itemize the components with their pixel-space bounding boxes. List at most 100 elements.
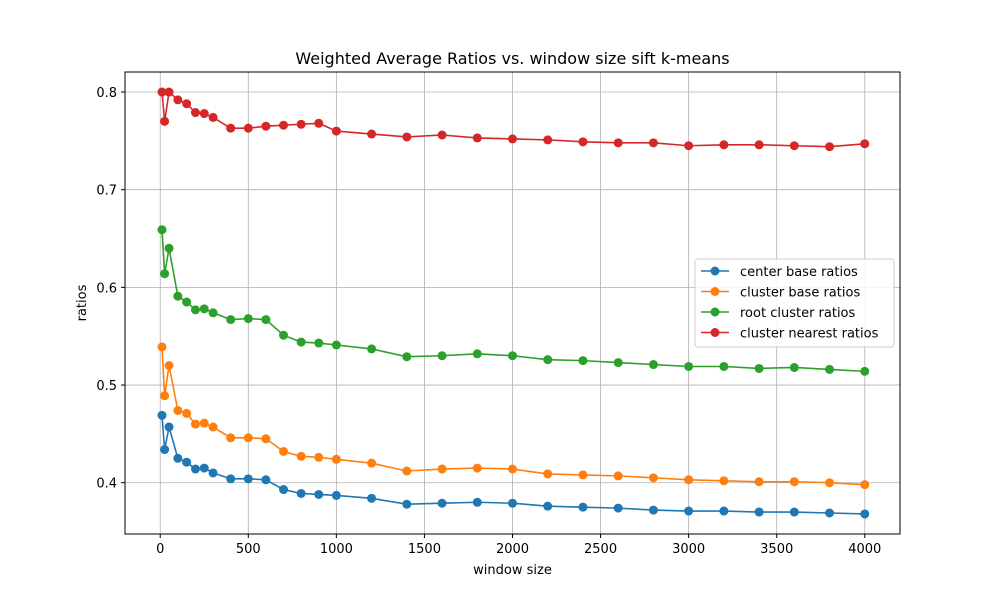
data-point: [719, 476, 729, 486]
data-point: [261, 434, 271, 444]
data-point: [648, 505, 658, 515]
y-axis-label: ratios: [75, 284, 90, 321]
x-tick-label: 0: [156, 542, 164, 557]
chart-title: Weighted Average Ratios vs. window size …: [295, 49, 729, 68]
series-cluster-base-ratios: [157, 342, 870, 490]
data-point: [578, 356, 588, 366]
data-point: [578, 502, 588, 512]
data-point: [190, 464, 200, 474]
x-tick-label: 2500: [584, 542, 617, 557]
data-point: [164, 87, 174, 97]
data-point: [472, 133, 482, 143]
data-point: [157, 87, 167, 97]
x-tick-label: 1500: [408, 542, 441, 557]
data-point: [437, 498, 447, 508]
data-point: [182, 297, 192, 307]
data-point: [789, 507, 799, 517]
legend-label: root cluster ratios: [740, 306, 856, 321]
data-point: [157, 342, 167, 352]
data-point: [279, 485, 289, 495]
data-point: [173, 405, 183, 415]
data-point: [367, 458, 377, 468]
data-point: [199, 418, 209, 428]
data-point: [508, 498, 517, 508]
data-point: [173, 291, 183, 301]
data-point: [331, 454, 341, 464]
data-point: [173, 453, 183, 463]
data-point: [508, 464, 517, 474]
y-tick-label: 0.4: [96, 477, 117, 492]
data-point: [226, 123, 236, 133]
legend-item: center base ratios: [701, 265, 858, 280]
y-tick-label: 0.5: [96, 379, 117, 394]
series-cluster-nearest-ratios: [157, 87, 870, 152]
data-point: [190, 419, 200, 429]
data-point: [578, 470, 588, 480]
data-point: [279, 120, 289, 130]
data-point: [860, 366, 870, 376]
series-layer: [157, 87, 870, 519]
x-tick-label: 3500: [760, 542, 793, 557]
data-point: [860, 139, 870, 149]
data-point: [789, 141, 799, 151]
data-point: [613, 358, 623, 368]
legend-marker: [710, 307, 720, 317]
data-point: [208, 468, 218, 478]
data-point: [190, 305, 200, 315]
legend-marker: [710, 287, 720, 296]
data-point: [613, 138, 623, 148]
data-point: [331, 126, 341, 136]
data-point: [296, 337, 306, 347]
data-point: [296, 488, 306, 498]
data-point: [719, 506, 729, 516]
data-point: [754, 507, 764, 517]
x-tick-label: 1000: [320, 542, 353, 557]
data-point: [825, 508, 835, 518]
data-point: [437, 464, 447, 474]
data-point: [226, 315, 236, 325]
data-point: [199, 304, 209, 314]
data-point: [543, 135, 553, 145]
data-point: [279, 446, 289, 456]
data-point: [314, 452, 324, 462]
data-point: [208, 112, 218, 122]
data-point: [160, 391, 170, 401]
data-point: [719, 140, 729, 150]
data-point: [789, 362, 799, 372]
data-point: [226, 474, 236, 484]
data-point: [226, 433, 236, 443]
legend-item: root cluster ratios: [701, 306, 856, 321]
data-point: [173, 95, 183, 105]
legend: center base ratios cluster base ratios roo…: [694, 258, 895, 348]
data-point: [243, 433, 253, 443]
series-center-base-ratios: [157, 410, 870, 519]
data-point: [613, 471, 623, 481]
data-point: [164, 422, 174, 432]
data-point: [402, 352, 412, 362]
data-point: [754, 477, 764, 487]
data-point: [684, 361, 694, 371]
data-point: [754, 363, 764, 373]
data-point: [684, 506, 694, 516]
data-point: [508, 351, 517, 361]
data-point: [684, 475, 694, 485]
legend-label: cluster nearest ratios: [740, 327, 879, 342]
legend-marker: [710, 266, 720, 276]
data-point: [160, 116, 170, 126]
ticks: 0 500 1000 1500 2000 2500 3000 3500 4000 0.4 0.5 0.…: [96, 86, 881, 557]
data-point: [164, 243, 174, 253]
data-point: [789, 477, 799, 487]
legend-marker: [710, 328, 720, 337]
y-tick-label: 0.8: [96, 86, 117, 101]
data-point: [164, 361, 174, 371]
data-point: [367, 129, 377, 139]
legend-label: center base ratios: [740, 265, 858, 280]
data-point: [261, 121, 271, 131]
data-point: [825, 142, 835, 152]
y-tick-label: 0.6: [96, 281, 117, 296]
data-point: [648, 138, 658, 148]
data-point: [314, 118, 324, 128]
legend-item: cluster nearest ratios: [701, 327, 879, 342]
data-point: [367, 493, 377, 503]
data-point: [825, 364, 835, 374]
